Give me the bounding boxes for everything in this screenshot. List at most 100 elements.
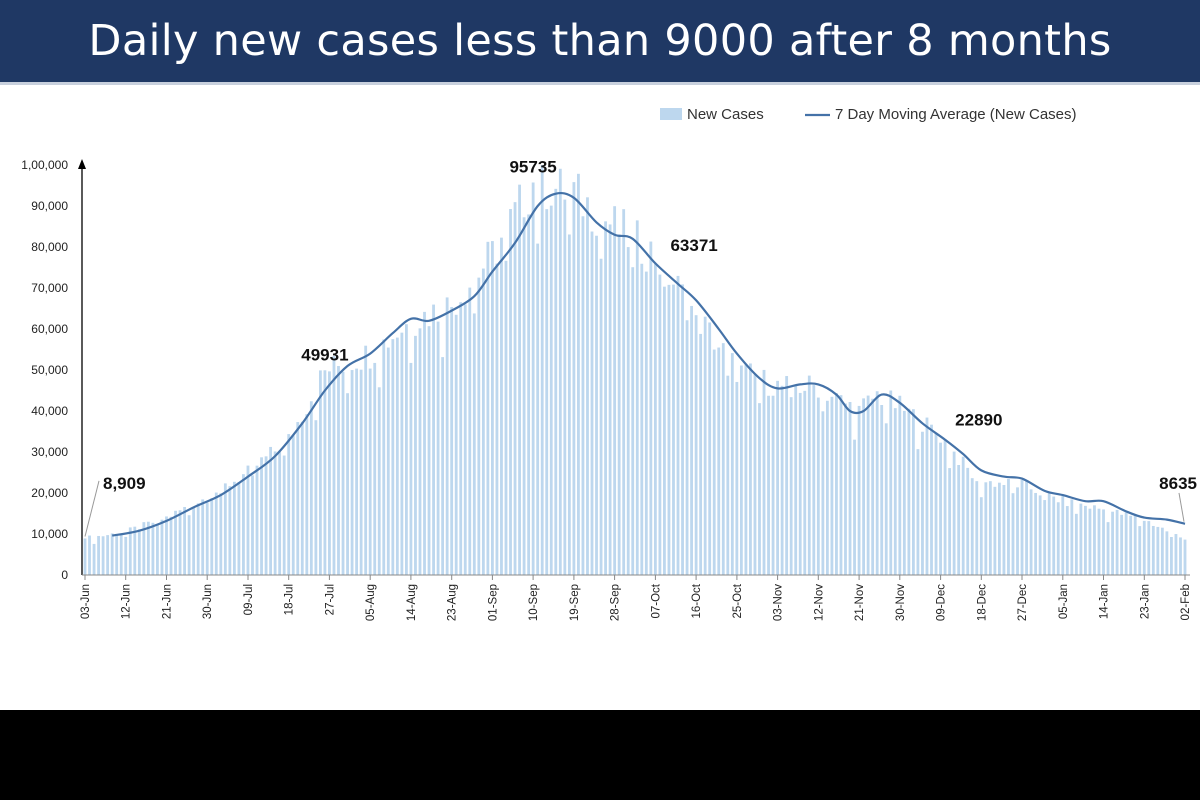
bar (300, 421, 304, 575)
bar (572, 182, 576, 575)
bar (979, 497, 983, 575)
bar (237, 482, 241, 575)
bar (151, 522, 155, 575)
bar (423, 311, 426, 575)
bar (251, 475, 254, 575)
bar (830, 396, 834, 575)
bar (1160, 527, 1164, 575)
bar (649, 241, 653, 576)
bar (260, 457, 263, 575)
y-tick-label: 0 (61, 568, 68, 582)
annotations-layer: 8,909 49931 95735 63371 22890 8635 (84, 158, 1197, 537)
x-tick-label: 28-Sep (610, 584, 622, 621)
x-tick-label: 23-Jan (1139, 584, 1151, 619)
bar (785, 376, 789, 575)
bar (359, 369, 363, 575)
bar (328, 371, 331, 575)
bar (332, 356, 336, 575)
bar (835, 393, 838, 575)
bar (214, 492, 218, 575)
bar (631, 267, 635, 575)
x-tick-label: 21-Jun (162, 584, 174, 619)
bars-layer (83, 165, 1187, 576)
bar (323, 370, 327, 575)
bar (337, 366, 340, 575)
bar (527, 214, 531, 575)
bar (436, 321, 440, 575)
bar (232, 481, 236, 575)
x-tick-label: 23-Aug (447, 584, 459, 621)
bar (210, 498, 214, 575)
bar (577, 173, 580, 575)
bar (749, 363, 752, 575)
bar (708, 322, 712, 575)
bar (952, 451, 956, 575)
x-tick-label: 21-Nov (854, 584, 866, 621)
bar (128, 527, 132, 575)
legend: New Cases 7 Day Moving Average (New Case… (660, 106, 1077, 123)
y-tick-label: 70,000 (31, 281, 68, 295)
bar (875, 391, 879, 575)
bar (142, 522, 146, 575)
bar (726, 375, 730, 575)
bar (943, 439, 947, 575)
bar (518, 184, 521, 575)
bar (364, 345, 368, 575)
bar (296, 422, 300, 575)
x-tick-label: 07-Oct (650, 583, 662, 618)
bar (721, 343, 725, 575)
bar (993, 486, 997, 575)
bar (291, 435, 295, 575)
x-tick-label: 03-Jun (80, 584, 92, 619)
bar (640, 263, 644, 575)
bar (549, 205, 553, 575)
bar (961, 456, 965, 575)
bar (644, 271, 648, 575)
bar (341, 371, 345, 575)
bar (223, 483, 227, 575)
bar (88, 535, 91, 575)
bar (898, 395, 902, 575)
y-tick-label: 60,000 (31, 322, 68, 336)
bar (287, 434, 291, 575)
bar (558, 168, 562, 575)
annotation-label: 95735 (509, 158, 556, 177)
bar (373, 362, 377, 575)
bar (921, 431, 924, 575)
bar (1029, 489, 1033, 575)
bar (581, 216, 585, 575)
bar (382, 339, 386, 575)
bar (676, 275, 680, 575)
bar (409, 362, 413, 575)
bottom-band (0, 710, 1200, 800)
bar (187, 515, 191, 575)
bar (848, 401, 852, 575)
bar (807, 375, 811, 575)
bar (368, 368, 372, 575)
bar (911, 409, 915, 575)
bar (450, 307, 454, 575)
bar (717, 347, 721, 575)
axes-layer: 0 10,000 20,000 30,000 40,000 50,000 60,000 70,… (21, 158, 1192, 621)
x-tick-label: 09-Jul (243, 584, 255, 615)
bar (916, 449, 920, 575)
bar (386, 347, 390, 575)
bar (1151, 525, 1155, 575)
bar (395, 337, 399, 575)
bar (414, 335, 417, 575)
bar (160, 519, 164, 575)
bar (812, 385, 816, 575)
bar (1002, 484, 1006, 575)
bar (137, 529, 141, 575)
bar (318, 370, 322, 575)
bar (599, 258, 603, 575)
bar (309, 401, 313, 575)
bar (1156, 526, 1160, 575)
bar (228, 486, 232, 575)
y-tick-label: 1,00,000 (21, 158, 68, 172)
bar (613, 206, 617, 575)
bar (821, 411, 825, 575)
bar (545, 209, 549, 575)
bar (703, 316, 707, 575)
annotation-label: 63371 (670, 236, 717, 255)
